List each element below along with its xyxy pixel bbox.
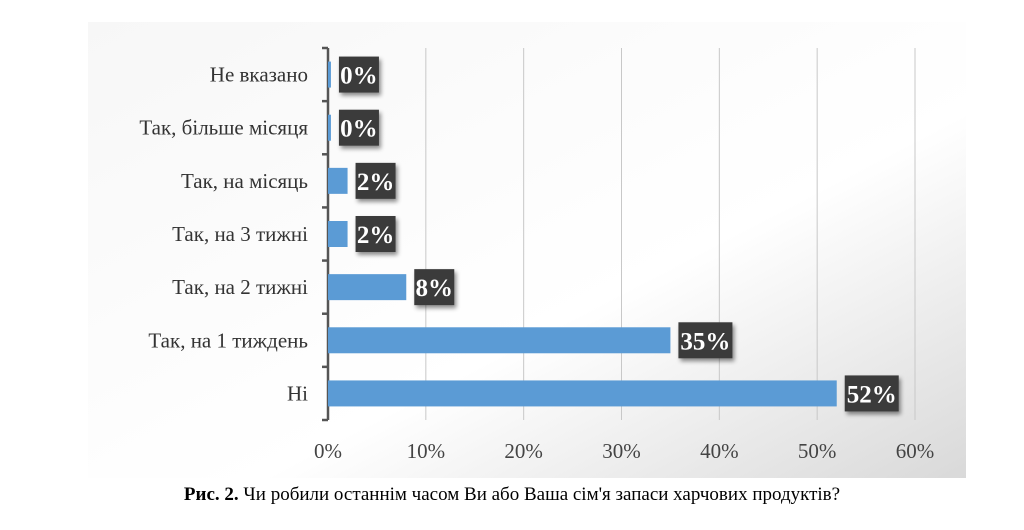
x-tick-label: 50% bbox=[798, 439, 837, 463]
bar bbox=[328, 167, 348, 194]
bar bbox=[328, 114, 331, 141]
category-label: Так, на 1 тиждень bbox=[148, 328, 308, 352]
category-label: Так, більше місяця bbox=[139, 116, 308, 140]
data-label-box bbox=[355, 162, 396, 199]
data-label: 2% bbox=[357, 169, 395, 196]
data-label: 8% bbox=[416, 275, 454, 302]
bar bbox=[328, 380, 837, 407]
data-label-box bbox=[678, 322, 733, 359]
bar bbox=[328, 274, 407, 301]
caption-text: Чи робили останнім часом Ви або Ваша сім… bbox=[238, 484, 841, 505]
data-label-box bbox=[414, 269, 455, 306]
category-label: Так, на 2 тижні bbox=[172, 275, 308, 299]
figure-caption: Рис. 2. Чи робили останнім часом Ви або … bbox=[0, 484, 1024, 506]
data-label: 52% bbox=[847, 381, 897, 408]
category-label: Так, на 3 тижні bbox=[172, 222, 308, 246]
caption-prefix: Рис. 2. bbox=[183, 484, 239, 505]
bar-chart: 0% 10% 20% 30% 40% 50% 60% Не вказано 0% Так, біл… bbox=[88, 22, 966, 478]
category-label: Так, на місяць bbox=[181, 169, 308, 193]
x-tick-label: 0% bbox=[314, 439, 342, 463]
bar bbox=[328, 61, 331, 88]
data-label-box bbox=[355, 216, 396, 252]
data-label: 0% bbox=[340, 63, 378, 90]
x-tick-label: 40% bbox=[700, 439, 739, 463]
bar bbox=[328, 221, 348, 247]
x-tick-label: 30% bbox=[602, 439, 641, 463]
data-label-box bbox=[338, 56, 379, 93]
x-tick-label: 60% bbox=[896, 439, 935, 463]
category-label: Ні bbox=[287, 381, 308, 405]
chart-background bbox=[88, 22, 966, 478]
data-label-box bbox=[844, 375, 899, 412]
data-label: 35% bbox=[680, 328, 730, 355]
category-label: Не вказано bbox=[210, 63, 308, 87]
data-label-box bbox=[338, 109, 379, 146]
x-tick-label: 10% bbox=[407, 439, 446, 463]
data-label: 0% bbox=[340, 116, 378, 143]
x-tick-label: 20% bbox=[504, 439, 543, 463]
data-label: 2% bbox=[357, 222, 395, 249]
bar bbox=[328, 327, 671, 354]
